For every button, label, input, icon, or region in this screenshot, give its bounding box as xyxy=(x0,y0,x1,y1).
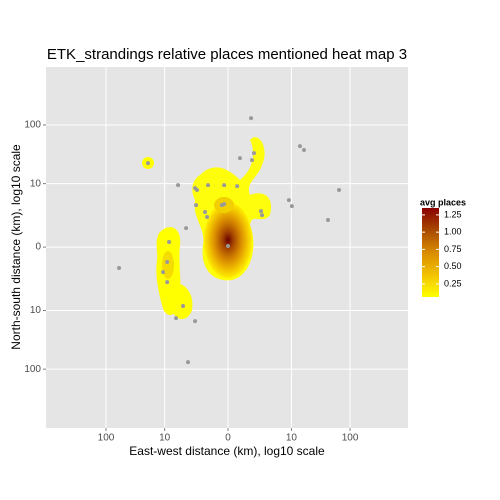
point xyxy=(250,158,255,163)
point xyxy=(184,226,189,231)
point xyxy=(326,218,331,223)
point xyxy=(249,116,254,121)
point xyxy=(165,260,170,265)
point xyxy=(205,215,210,220)
x-tick-label: 100 xyxy=(98,433,115,444)
y-tick-label: 0 xyxy=(35,242,41,253)
density-blob xyxy=(172,283,193,319)
point xyxy=(297,144,302,149)
point xyxy=(286,198,291,203)
point xyxy=(289,204,294,209)
point xyxy=(167,240,172,245)
legend-label: 0.75 xyxy=(444,244,462,254)
density-blob xyxy=(204,202,252,278)
point xyxy=(302,148,307,153)
y-tick-label: 100 xyxy=(24,120,41,131)
point xyxy=(174,316,179,321)
point xyxy=(251,151,256,156)
y-axis-title: North-south distance (km), log10 scale xyxy=(9,144,23,350)
legend-label: 1.25 xyxy=(444,209,462,219)
legend-label: 0.25 xyxy=(444,278,462,288)
x-tick-label: 10 xyxy=(159,433,171,444)
point xyxy=(258,209,263,214)
point xyxy=(206,183,211,188)
density-blob xyxy=(162,251,174,279)
point xyxy=(181,304,186,309)
point xyxy=(160,270,165,275)
point xyxy=(202,210,207,215)
point xyxy=(194,203,199,208)
point xyxy=(260,213,265,218)
point xyxy=(176,183,181,188)
point xyxy=(186,360,191,365)
x-axis-title: East-west distance (km), log10 scale xyxy=(129,444,325,458)
density xyxy=(142,137,272,319)
point xyxy=(337,188,342,193)
x-tick-label: 0 xyxy=(225,433,231,444)
legend-label: 1.00 xyxy=(444,227,462,237)
point xyxy=(237,156,242,161)
point xyxy=(226,244,231,249)
y-tick-label: 100 xyxy=(24,364,41,375)
point xyxy=(222,183,227,188)
point xyxy=(195,188,200,193)
chart-title: ETK_strandings relative places mentioned… xyxy=(47,46,407,63)
y-tick-label: 10 xyxy=(30,178,42,189)
y-tick-label: 10 xyxy=(30,305,42,316)
legend-colorbar xyxy=(422,208,439,297)
x-tick-label: 100 xyxy=(342,433,359,444)
point xyxy=(165,280,170,285)
point xyxy=(146,161,151,166)
point xyxy=(193,319,198,324)
legend-label: 0.50 xyxy=(444,261,462,271)
x-tick-label: 10 xyxy=(286,433,298,444)
point xyxy=(235,184,240,189)
point xyxy=(117,266,122,271)
legend-title: avg places xyxy=(420,197,466,207)
point xyxy=(222,202,227,207)
